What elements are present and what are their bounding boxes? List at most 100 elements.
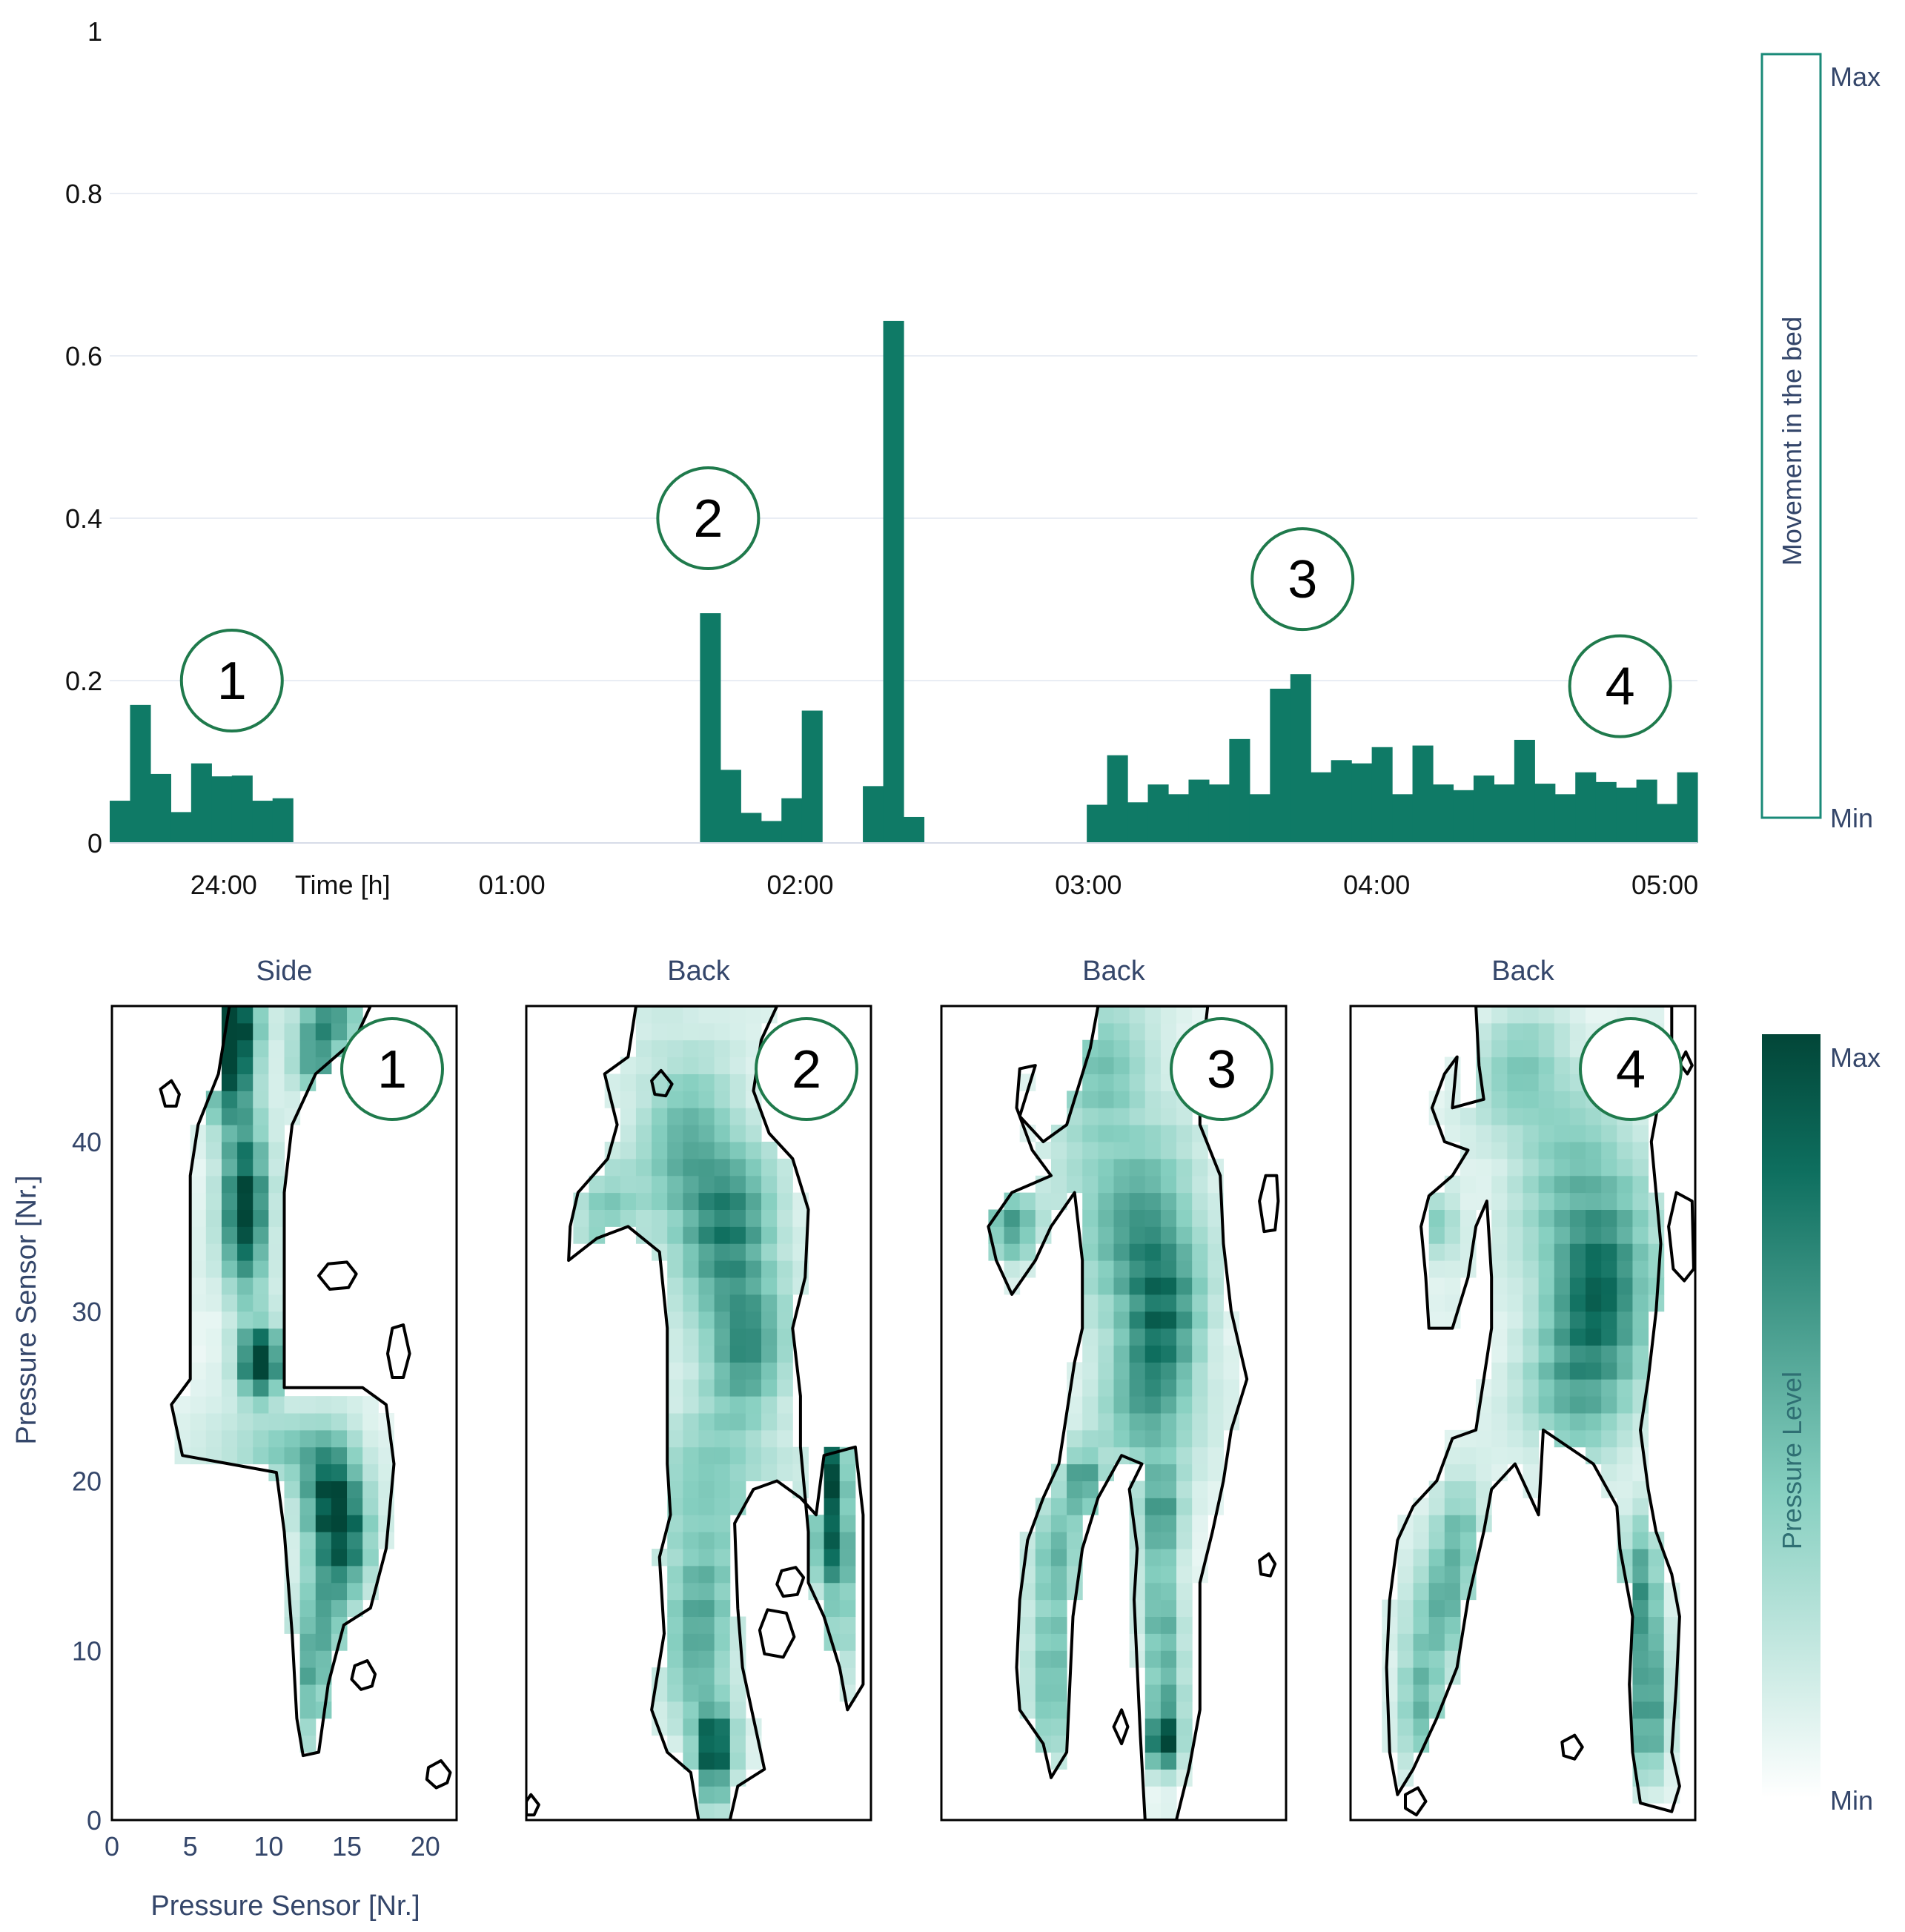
heatmap-cell: [1428, 1294, 1445, 1312]
heatmap-cell: [1144, 1413, 1162, 1431]
top-y-tick-label: 0.8: [65, 179, 102, 209]
heatmap-cell: [698, 1413, 715, 1431]
heatmap-cell: [378, 1446, 394, 1465]
heatmap-cell: [729, 1158, 746, 1177]
heatmap-cell: [714, 1616, 731, 1634]
heatmap-cell: [1067, 1158, 1083, 1177]
heatmap-cell: [1586, 1396, 1602, 1414]
heatmap-cell: [221, 1209, 238, 1227]
movement-bar: [190, 763, 212, 843]
heatmap-cell: [205, 1429, 222, 1448]
heatmap-cell: [839, 1532, 856, 1549]
heatmap-cell: [1444, 1532, 1461, 1549]
heatmap-cell: [237, 1073, 254, 1091]
heatmap-cell: [205, 1328, 222, 1346]
heatmap-cell: [1413, 1718, 1430, 1736]
heatmap-cell: [604, 1209, 621, 1227]
heatmap-cell: [714, 1769, 731, 1787]
heatmap-cell: [268, 1311, 285, 1329]
heatmap-cell: [777, 1209, 793, 1227]
heatmap-cell: [1019, 1701, 1036, 1719]
heatmap-cell: [683, 1209, 699, 1227]
heatmap-cell: [1098, 1311, 1114, 1329]
heatmap-cell: [1538, 1260, 1555, 1278]
heatmap-cell: [1648, 1718, 1665, 1736]
heatmap-cell: [729, 1142, 746, 1159]
heatmap-cell: [174, 1396, 191, 1414]
heatmap-cell: [1413, 1684, 1430, 1702]
heatmap-cell: [1523, 1209, 1540, 1227]
heatmap-cell: [1648, 1565, 1665, 1584]
heatmap-panel-title: Back: [667, 956, 730, 987]
heatmap-cell: [1035, 1209, 1052, 1227]
heatmap-cell: [667, 1142, 683, 1159]
heatmap-cell: [1035, 1633, 1052, 1651]
heatmap-cell: [698, 1362, 715, 1380]
heatmap-cell: [683, 1481, 699, 1498]
heatmap-cell: [268, 1125, 285, 1142]
heatmap-contour: [526, 1793, 540, 1817]
heatmap-cell: [174, 1413, 191, 1431]
heatmap-cell: [683, 1125, 699, 1142]
heatmap-cell: [1507, 1379, 1523, 1397]
heatmap-cell: [1192, 1294, 1208, 1312]
heatmap-cell: [1460, 1515, 1477, 1532]
heatmap-cell: [1444, 1481, 1461, 1498]
heatmap-cell: [1617, 1226, 1633, 1244]
heatmap-cell: [1491, 1226, 1508, 1244]
heatmap-cell: [1082, 1277, 1099, 1295]
heatmap-cell: [221, 1345, 238, 1363]
heatmap-cell: [1129, 1565, 1146, 1584]
pressure-colorbar-min-label: Min: [1830, 1785, 1873, 1816]
heatmap-cell: [237, 1379, 254, 1397]
heatmap-cell: [1160, 1684, 1177, 1702]
heatmap-cell: [683, 1515, 699, 1532]
heatmap-cell: [1413, 1515, 1430, 1532]
heatmap-cells: [988, 1006, 1240, 1820]
heatmap-cell: [1019, 1582, 1036, 1601]
heatmap-cell: [268, 1446, 285, 1465]
heatmap-cell: [1601, 1142, 1617, 1159]
heatmap-cell: [1129, 1396, 1146, 1414]
heatmap-cell: [1569, 1022, 1586, 1041]
heatmap-cell: [667, 1515, 683, 1532]
heatmap-cell: [1428, 1209, 1445, 1227]
heatmap-cell: [1554, 1175, 1571, 1194]
heatmap-cell: [1176, 1158, 1193, 1177]
heatmap-cell: [1019, 1616, 1036, 1634]
heatmap-cell: [378, 1463, 394, 1481]
heatmap-cell: [729, 1446, 746, 1465]
heatmap-cell: [205, 1260, 222, 1278]
heatmap-cell: [698, 1718, 715, 1736]
heatmap-cell: [253, 1396, 269, 1414]
heatmap-cell: [1632, 1446, 1649, 1465]
heatmap-cell: [1144, 1650, 1162, 1668]
heatmap-cell: [1160, 1022, 1177, 1041]
heatmap-cell: [1648, 1684, 1665, 1702]
heatmap-cell: [1617, 1379, 1633, 1397]
heatmap-cell: [1444, 1073, 1461, 1091]
heatmap-cell: [190, 1379, 207, 1397]
heatmap-cell: [1004, 1243, 1021, 1261]
heatmap-cell: [1113, 1056, 1130, 1074]
heatmap-cell: [745, 1175, 762, 1194]
heatmap-cell: [1098, 1142, 1114, 1159]
heatmap-cell: [1160, 1379, 1177, 1397]
movement-bar: [130, 704, 151, 843]
heatmap-panel-title: Back: [1082, 956, 1145, 987]
heatmap-cell: [1192, 1532, 1208, 1549]
movement-bar: [1311, 772, 1332, 843]
heatmap-cell: [635, 1022, 652, 1041]
heatmap-cell: [1192, 1209, 1208, 1227]
heatmap-cell: [1569, 1192, 1586, 1210]
heatmap-cell: [698, 1498, 715, 1515]
heatmap-cell: [698, 1532, 715, 1549]
heatmap-cell: [698, 1684, 715, 1702]
heatmap-cell: [729, 1463, 746, 1481]
heatmap-cell: [1144, 1718, 1162, 1736]
heatmap-cell: [299, 1616, 317, 1634]
heatmap-cell: [205, 1379, 222, 1397]
heatmap-cell: [714, 1481, 731, 1498]
heatmap-cell: [683, 1022, 699, 1041]
